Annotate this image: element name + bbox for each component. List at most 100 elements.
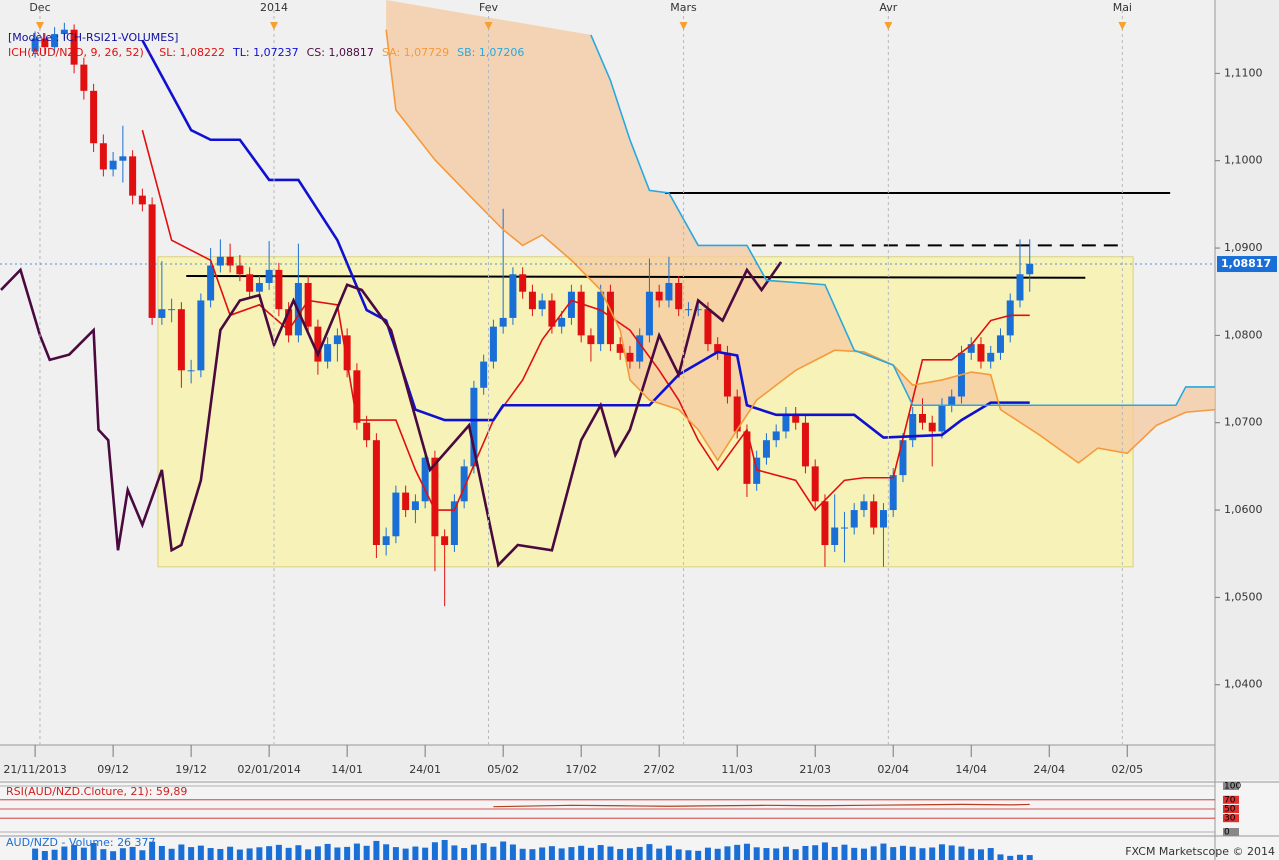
volume-bar xyxy=(597,845,604,860)
volume-bar xyxy=(314,846,321,860)
candle-body xyxy=(714,344,722,353)
month-marker xyxy=(484,22,493,30)
candle-body xyxy=(977,344,985,362)
volume-bar xyxy=(305,849,312,860)
volume-bar xyxy=(977,849,984,860)
volume-bar xyxy=(1026,855,1033,860)
volume-bar xyxy=(207,848,214,860)
volume-bar xyxy=(227,846,234,860)
candle-body xyxy=(538,300,546,310)
rsi-tick-box xyxy=(1223,805,1239,813)
month-label: Mars xyxy=(670,1,697,14)
candle-body xyxy=(402,492,410,511)
y-tick-label: 1,0400 xyxy=(1224,678,1263,691)
candle-body xyxy=(70,29,78,65)
month-marker xyxy=(270,22,279,30)
volume-bar xyxy=(695,850,702,860)
plot xyxy=(0,0,1215,607)
x-tick-label: 05/02 xyxy=(487,763,519,776)
volume-bar xyxy=(821,842,828,860)
candle-body xyxy=(236,265,244,275)
volume-bar xyxy=(422,847,429,860)
candle-body xyxy=(51,34,59,48)
volume-bar xyxy=(129,846,136,860)
volume-title: AUD/NZD - Volume: 26 377 xyxy=(6,836,156,849)
legend-item: SL: 1,08222 xyxy=(159,46,226,59)
x-tick-label: 21/11/2013 xyxy=(3,763,66,776)
month-label: Fev xyxy=(479,1,498,14)
volume-bar xyxy=(646,844,653,860)
candle-body xyxy=(187,370,195,372)
candle-body xyxy=(431,457,439,537)
volume-bar xyxy=(295,845,302,860)
rsi-tick-box xyxy=(1223,782,1239,790)
candle-body xyxy=(948,396,956,406)
volume-bar xyxy=(353,843,360,860)
candle-body xyxy=(197,300,205,371)
volume-bar xyxy=(344,846,351,860)
volume-bar xyxy=(529,849,536,860)
volume-bar xyxy=(685,850,692,860)
volume-bar xyxy=(890,847,897,860)
volume-bar xyxy=(617,848,624,860)
volume-bar xyxy=(110,851,117,860)
x-tick-label: 24/01 xyxy=(409,763,441,776)
candle-body xyxy=(636,335,644,362)
volume-bar xyxy=(285,847,292,860)
volume-bar xyxy=(451,845,458,860)
volume-bar xyxy=(509,844,516,860)
volume-bar xyxy=(870,846,877,860)
volume-bar xyxy=(363,845,370,860)
candle-body xyxy=(967,344,975,353)
volume-bar xyxy=(831,846,838,860)
legend-line: ICH(AUD/NZD, 9, 26, 52) - SL: 1,08222 TL: … xyxy=(8,45,532,60)
volume-bar xyxy=(500,841,507,860)
footer: FXCM Marketscope © 2014 xyxy=(1125,845,1275,858)
volume-bar xyxy=(324,843,331,860)
volume-bar xyxy=(149,841,156,860)
x-tick-label: 11/03 xyxy=(721,763,753,776)
volume-bar xyxy=(812,845,819,860)
volume-bar xyxy=(987,848,994,860)
volume-bar xyxy=(461,848,468,860)
candle-body xyxy=(207,265,215,301)
month-marker xyxy=(35,22,44,30)
volume-bar xyxy=(383,844,390,860)
volume-bar xyxy=(704,847,711,860)
rsi-tick-box xyxy=(1223,814,1239,823)
candle-body xyxy=(587,335,595,345)
indicator-line xyxy=(141,39,1030,439)
volume-bar xyxy=(256,847,263,860)
volume-bar xyxy=(578,845,585,860)
candle-body xyxy=(577,291,585,336)
x-tick-label: 02/04 xyxy=(877,763,909,776)
volume-bar xyxy=(626,848,633,860)
candle-body xyxy=(304,282,312,327)
volume-bar xyxy=(41,851,48,860)
candle-body xyxy=(889,475,897,511)
volume-bar xyxy=(1016,854,1023,860)
candle-body xyxy=(782,413,790,432)
last-price-box xyxy=(1217,256,1277,273)
candle-body xyxy=(1026,263,1034,275)
cloud xyxy=(386,0,1215,463)
volume-bar xyxy=(1007,855,1014,860)
candle-body xyxy=(753,457,761,484)
volume-bar xyxy=(763,848,770,860)
candle-body xyxy=(723,352,731,397)
candle-body xyxy=(762,440,770,458)
candle-body xyxy=(60,29,68,35)
candle-body xyxy=(138,195,146,205)
volume-bar xyxy=(607,846,614,860)
volume-bar xyxy=(773,848,780,860)
candle-body xyxy=(616,344,624,353)
x-tick-label: 24/04 xyxy=(1033,763,1065,776)
rsi-tick-box xyxy=(1223,795,1239,804)
month-label: 2014 xyxy=(260,1,288,14)
candle-body xyxy=(801,422,809,467)
volume-bar xyxy=(392,847,399,860)
volume-bar xyxy=(32,848,39,860)
candle-body xyxy=(353,370,361,423)
candle-body xyxy=(567,291,575,318)
last-price-label: 1,08817 xyxy=(1221,257,1271,270)
